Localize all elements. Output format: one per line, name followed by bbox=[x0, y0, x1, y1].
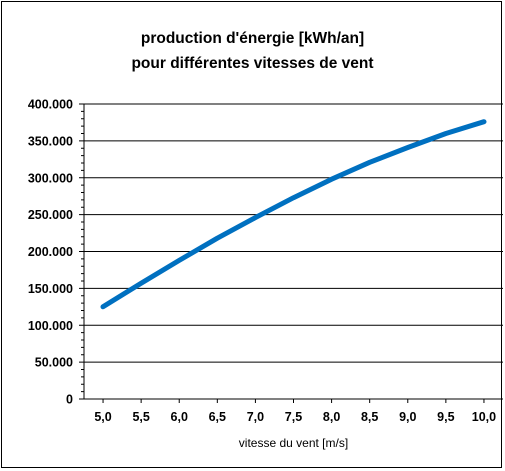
series-line bbox=[100, 119, 487, 310]
y-tick-label: 300.000 bbox=[28, 171, 73, 185]
x-tick-label: 6,5 bbox=[209, 410, 226, 424]
x-tick-label: 5,5 bbox=[132, 410, 149, 424]
axes bbox=[79, 103, 503, 403]
chart-title-line-2: pour différentes vitesses de vent bbox=[131, 55, 374, 72]
x-tick-label: 5,0 bbox=[94, 410, 111, 424]
x-tick-label: 6,0 bbox=[171, 410, 188, 424]
y-tick-label: 150.000 bbox=[28, 282, 73, 296]
y-tick-label: 350.000 bbox=[28, 134, 73, 148]
y-tick-label: 200.000 bbox=[28, 245, 73, 259]
y-tick-label: 0 bbox=[66, 393, 73, 407]
x-tick-label: 7,5 bbox=[285, 410, 302, 424]
series bbox=[100, 119, 487, 310]
y-tick-label: 100.000 bbox=[28, 319, 73, 333]
gridlines bbox=[84, 103, 503, 363]
x-axis-title: vitesse du vent [m/s] bbox=[239, 436, 348, 450]
y-tick-label: 50.000 bbox=[35, 356, 73, 370]
y-tick-label: 250.000 bbox=[28, 208, 73, 222]
x-tick-label: 9,0 bbox=[399, 410, 416, 424]
x-tick-label: 7,0 bbox=[247, 410, 264, 424]
x-tick-label: 8,0 bbox=[323, 410, 340, 424]
y-tick-label: 400.000 bbox=[28, 98, 73, 112]
tick-labels: 0 50.000 100.000 150.000 200.000 250.000 300.0… bbox=[28, 98, 496, 425]
chart-title: production d'énergie [kWh/an] pour diffé… bbox=[0, 26, 505, 76]
x-tick-label: 10,0 bbox=[472, 410, 496, 424]
x-tick-label: 8,5 bbox=[361, 410, 378, 424]
chart-title-line-1: production d'énergie [kWh/an] bbox=[140, 30, 365, 47]
x-tick-label: 9,5 bbox=[437, 410, 454, 424]
